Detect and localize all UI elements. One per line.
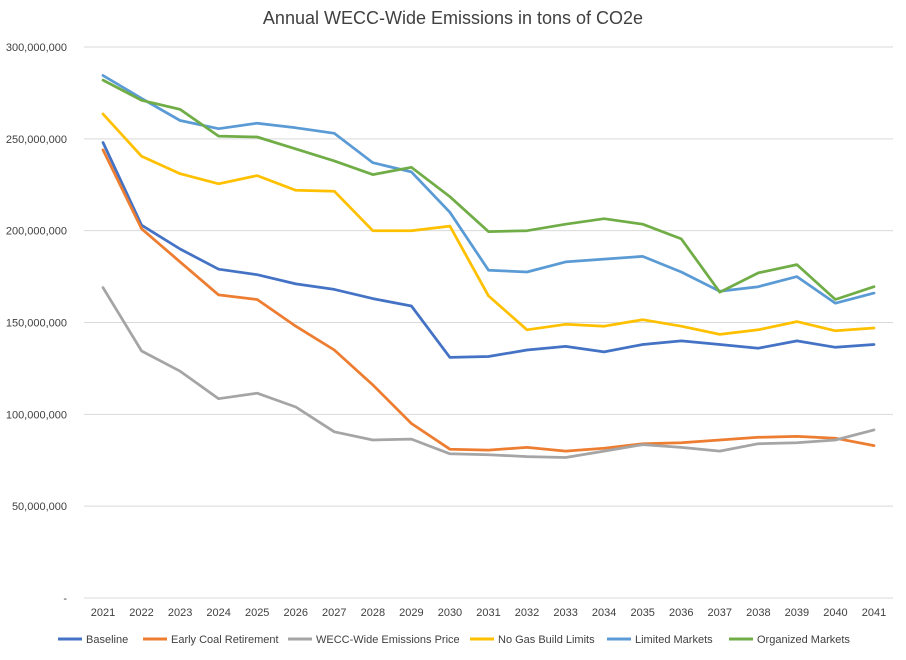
series-lines <box>101 74 876 459</box>
legend-label-wecc-wide-emissions-price: WECC-Wide Emissions Price <box>316 634 460 646</box>
x-tick-label: 2033 <box>553 607 577 619</box>
x-tick-label: 2026 <box>284 607 308 619</box>
series-line-no-gas-build-limits <box>101 112 876 336</box>
y-tick-label: 150,000,000 <box>6 318 67 330</box>
legend-label-baseline: Baseline <box>86 634 128 646</box>
x-tick-label: 2039 <box>785 607 809 619</box>
x-tick-label: 2037 <box>708 607 732 619</box>
x-tick-label: 2038 <box>746 607 770 619</box>
legend-label-organized-markets: Organized Markets <box>757 634 850 646</box>
legend-label-limited-markets: Limited Markets <box>635 634 713 646</box>
x-tick-label: 2027 <box>322 607 346 619</box>
x-tick-label: 2030 <box>438 607 462 619</box>
x-tick-label: 2040 <box>823 607 847 619</box>
x-tick-label: 2036 <box>669 607 693 619</box>
x-tick-label: 2024 <box>206 607 230 619</box>
series-line-early-coal-retirement <box>101 148 876 453</box>
y-tick-label: - <box>63 593 67 605</box>
x-axis: 2021 2022 2023 2024 2025 2026 2027 2028 2029 2030… <box>91 607 886 619</box>
x-tick-label: 2041 <box>862 607 886 619</box>
series-line-limited-markets <box>101 74 876 305</box>
y-tick-label: 100,000,000 <box>6 409 67 421</box>
y-tick-label: 200,000,000 <box>6 226 67 238</box>
series-line-organized-markets <box>101 78 876 301</box>
legend-label-early-coal-retirement: Early Coal Retirement <box>171 634 279 646</box>
legend-label-no-gas-build-limits: No Gas Build Limits <box>498 634 595 646</box>
x-tick-label: 2034 <box>592 607 616 619</box>
series-line-baseline <box>101 141 876 359</box>
y-tick-label: 250,000,000 <box>6 134 67 146</box>
x-tick-label: 2031 <box>476 607 500 619</box>
x-tick-label: 2035 <box>630 607 654 619</box>
x-tick-label: 2032 <box>515 607 539 619</box>
chart-title: Annual WECC-Wide Emissions in tons of CO… <box>263 8 643 28</box>
series-line-wecc-wide-emissions-price <box>101 286 876 459</box>
y-tick-label: 50,000,000 <box>12 501 67 513</box>
x-tick-label: 2025 <box>245 607 269 619</box>
x-tick-label: 2022 <box>129 607 153 619</box>
legend: Baseline Early Coal Retirement WECC-Wide E… <box>58 634 850 646</box>
gridlines <box>84 46 893 599</box>
y-axis: - 50,000,000 100,000,000 150,000,000 200,000… <box>6 42 68 605</box>
x-tick-label: 2029 <box>399 607 423 619</box>
x-tick-label: 2023 <box>168 607 192 619</box>
x-tick-label: 2021 <box>91 607 115 619</box>
y-tick-label: 300,000,000 <box>6 42 67 54</box>
x-tick-label: 2028 <box>361 607 385 619</box>
